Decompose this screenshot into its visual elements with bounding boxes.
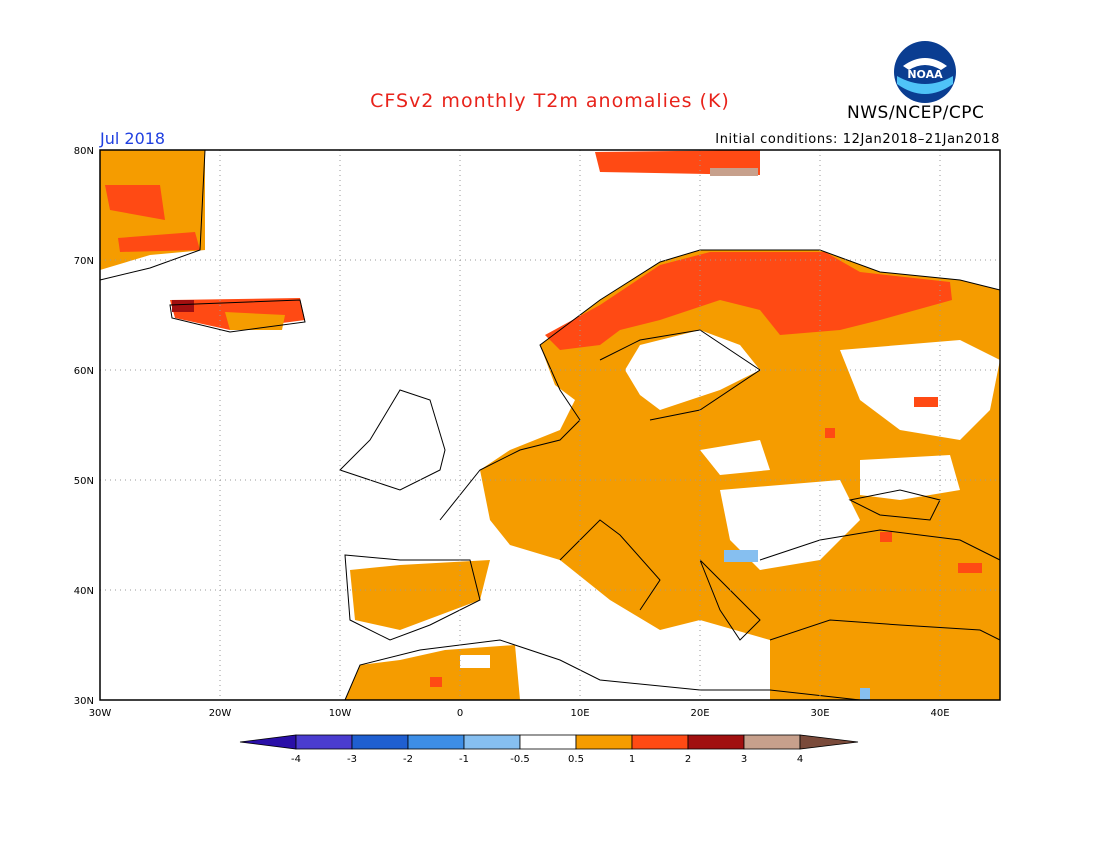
colorbar-high-arrow [799,734,859,750]
colorbar-swatch [295,734,353,750]
colorbar: -4 -3 -2 -1 -0.5 0.5 1 2 3 4 [239,734,859,765]
lon-label: 30E [810,708,829,719]
colorbar-label: 0.5 [568,754,584,765]
lat-label: 60N [74,366,94,377]
initial-conditions: Initial conditions: 12Jan2018–21Jan2018 [715,132,1000,147]
colorbar-swatch [463,734,521,750]
lat-label: 80N [74,146,94,157]
lat-label: 30N [74,696,94,707]
lon-label: 10E [570,708,589,719]
grid-lines [100,150,1000,700]
lon-label: 30W [89,708,112,719]
lat-label: 40N [74,586,94,597]
colorbar-label: -0.5 [510,754,530,765]
colorbar-label: -4 [291,754,301,765]
lon-label: 0 [457,708,463,719]
colorbar-swatch [687,734,745,750]
lon-label: 20W [209,708,232,719]
colorbar-label: -2 [403,754,413,765]
lat-label: 70N [74,256,94,267]
forecast-month: Jul 2018 [100,129,166,148]
map-title: CFSv2 monthly T2m anomalies (K) [370,90,730,112]
colorbar-swatch [743,734,801,750]
lon-label: 20E [690,708,709,719]
coastlines [99,149,1001,701]
colorbar-swatch [351,734,409,750]
colorbar-swatch [407,734,465,750]
colorbar-label: -1 [459,754,469,765]
lat-labels: 80N 70N 60N 50N 40N 30N [74,146,94,707]
anomaly-shading [100,150,1000,700]
colorbar-label: -3 [347,754,357,765]
colorbar-label: 2 [685,754,691,765]
colorbar-swatch [519,734,577,750]
lon-labels: 30W 20W 10W 0 10E 20E 30E 40E [89,708,950,719]
agency-label: NWS/NCEP/CPC [847,103,985,123]
map-frame [99,149,1001,701]
lat-label: 50N [74,476,94,487]
colorbar-label: 3 [741,754,747,765]
lon-label: 40E [930,708,949,719]
colorbar-swatch [575,734,633,750]
colorbar-label: 4 [797,754,803,765]
colorbar-label: 1 [629,754,635,765]
colorbar-swatch [631,734,689,750]
noaa-logo: NOAA [894,41,956,103]
lon-label: 10W [329,708,352,719]
svg-text:NOAA: NOAA [907,68,943,81]
colorbar-low-arrow [239,734,297,750]
